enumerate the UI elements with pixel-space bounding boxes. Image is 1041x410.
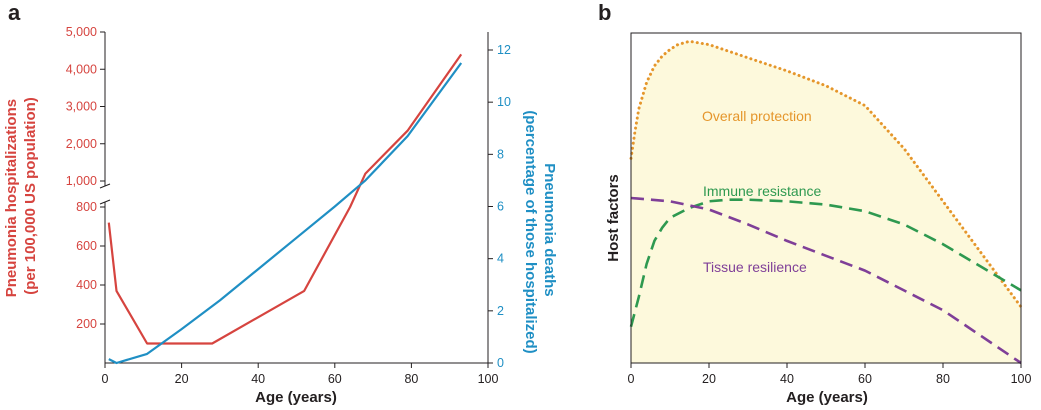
- panel-a-y-tick-label: 600: [76, 239, 97, 253]
- panel-a-ylabel-line2: (per 100,000 US population): [22, 97, 39, 295]
- panel-b-overall-protection-line: [629, 39, 1023, 309]
- panel-a-y-tick-label: 4,000: [66, 62, 97, 76]
- panel-b-ylabel: Host factors: [605, 174, 622, 262]
- panel-b-x-tick-label: 60: [858, 372, 872, 386]
- panel-b-letter: b: [598, 0, 611, 25]
- panel-a-deaths-line: [108, 62, 463, 365]
- panel-b-x-tick-label: 100: [1011, 372, 1032, 386]
- panel-a-x-tick-label: 40: [251, 372, 265, 386]
- panel-a-letter: a: [8, 0, 21, 25]
- panel-a-y-right-tick-label: 8: [497, 147, 504, 161]
- panel-a-y-tick-label: 200: [76, 317, 97, 331]
- panel-a-ylabel-right-line2: (percentage of those hospitalized): [522, 110, 539, 353]
- panel-a-y-tick-label: 1,000: [66, 174, 97, 188]
- panel-b-x-tick-label: 0: [628, 372, 635, 386]
- panel-a-ylabel-right: Pneumonia deaths (percentage of those ho…: [522, 110, 558, 353]
- panel-b-frame: [630, 32, 1022, 364]
- panel-a-y-right-tick-label: 10: [497, 95, 511, 109]
- panel-a-ylabel: Pneumonia hospitalizations (per 100,000 …: [3, 95, 39, 298]
- panel-a-xlabel: Age (years): [255, 389, 337, 406]
- panel-b-x-tick-label: 80: [936, 372, 950, 386]
- panel-a-x-tick-label: 20: [175, 372, 189, 386]
- panel-a-x-tick-label: 0: [102, 372, 109, 386]
- panel-a-axis-break-mark: [99, 183, 111, 189]
- panel-b-x-tick-label: 40: [780, 372, 794, 386]
- panel-a-y-right-tick-label: 4: [497, 252, 504, 266]
- panel-b-immune-resistance-line: [629, 198, 1022, 328]
- panel-a-y-right-tick-label: 6: [497, 200, 504, 214]
- panel-b-protection-area: [631, 41, 1021, 364]
- panel-b-plot: 0 20 40 60 80 100 Overall protection Immune res…: [628, 32, 1032, 386]
- panel-a-y-tick-label: 3,000: [66, 100, 97, 114]
- panel-b-immune-resistance-label: Immune resistance: [703, 183, 821, 199]
- panel-a-x-tick-label: 100: [478, 372, 499, 386]
- panel-a-y-tick-label: 2,000: [66, 137, 97, 151]
- panel-a-axis-break-mark: [99, 199, 111, 205]
- panel-a-y-tick-label: 5,000: [66, 25, 97, 39]
- panel-a-plot: 0 20 40 60 80 1002004006008001,0002,0003,0004…: [66, 25, 511, 386]
- panel-a-hospitalizations-line: [107, 53, 463, 345]
- panel-b-tissue-resilience-line: [630, 196, 1022, 365]
- panel-a-y-tick-label: 400: [76, 278, 97, 292]
- panel-a-y-right-tick-label: 12: [497, 43, 511, 57]
- panel-a-y-right-tick-label: 2: [497, 304, 504, 318]
- panel-a-ylabel-right-line1: Pneumonia deaths: [541, 163, 558, 296]
- panel-a-x-tick-label: 80: [404, 372, 418, 386]
- panel-a-y-right-tick-label: 0: [497, 356, 504, 370]
- panel-b-x-tick-label: 20: [702, 372, 716, 386]
- panel-b-tissue-resilience-label: Tissue resilience: [703, 259, 807, 275]
- panel-a-x-tick-label: 60: [328, 372, 342, 386]
- panel-b-overall-protection-label: Overall protection: [702, 108, 812, 124]
- panel-b-xlabel: Age (years): [786, 389, 868, 406]
- panel-a-ylabel-line1: Pneumonia hospitalizations: [3, 99, 20, 297]
- panel-a-y-tick-label: 800: [76, 200, 97, 214]
